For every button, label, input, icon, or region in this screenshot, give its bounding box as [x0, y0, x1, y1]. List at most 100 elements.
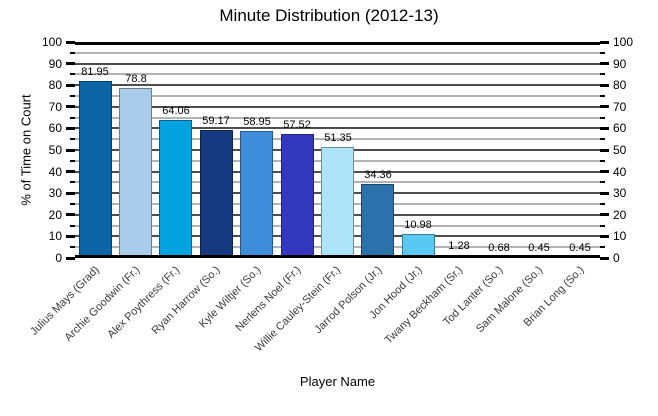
y-tick-left [70, 203, 75, 205]
y-tick-label-right: 90 [613, 57, 627, 71]
bar [361, 184, 394, 258]
plot-top-frame [75, 42, 600, 45]
x-tick-label: Archie Goodwin (Fr.) [62, 264, 143, 344]
y-tick-left [70, 160, 75, 162]
y-tick-right [600, 52, 605, 54]
y-tick-left [70, 138, 75, 140]
y-tick-right [600, 95, 605, 97]
minor-gridline [75, 138, 600, 140]
y-tick-left [70, 52, 75, 54]
minor-gridline [75, 52, 600, 54]
y-tick-label-left: 20 [48, 208, 62, 222]
y-tick-left [66, 149, 75, 152]
y-tick-right [600, 84, 609, 87]
bar [281, 134, 314, 258]
y-tick-label-right: 50 [613, 143, 627, 157]
bar [402, 234, 435, 258]
bar [159, 120, 192, 258]
y-tick-left [70, 73, 75, 75]
y-tick-left [66, 105, 75, 108]
bar-value-label: 51.35 [324, 132, 352, 144]
bar-value-label: 0.45 [569, 242, 591, 254]
minor-gridline [75, 73, 600, 75]
bar [321, 147, 354, 258]
bar-value-label: 1.28 [448, 240, 470, 252]
bar-value-label: 64.06 [162, 105, 190, 117]
y-tick-label-right: 70 [613, 100, 627, 114]
x-tick-label: Ryan Harrow (So.) [149, 264, 223, 337]
y-tick-right [600, 41, 609, 44]
y-tick-label-right: 40 [613, 165, 627, 179]
minor-gridline [75, 117, 600, 119]
x-axis-label: Player Name [299, 374, 376, 389]
y-tick-right [600, 213, 609, 216]
major-gridline [75, 106, 600, 108]
y-tick-label-right: 10 [613, 229, 627, 243]
bar-value-label: 58.95 [243, 116, 271, 128]
y-tick-label-right: 60 [613, 121, 627, 135]
y-tick-label-left: 50 [48, 143, 62, 157]
y-tick-left [66, 127, 75, 130]
plot-area: 81.95 78.8 64.06 59.17 58.95 57.52 51.35 34.36 1… [75, 42, 600, 258]
x-tick-label: Julius Mays (Grad) [27, 264, 102, 338]
y-tick-label-right: 30 [613, 186, 627, 200]
y-tick-label-left: 70 [48, 100, 62, 114]
y-tick-left [70, 181, 75, 183]
y-tick-left [66, 192, 75, 195]
y-tick-left [66, 235, 75, 238]
y-tick-label-right: 100 [613, 35, 634, 49]
y-tick-right [600, 235, 609, 238]
bar-value-label: 10.98 [404, 219, 432, 231]
bar-value-label: 34.36 [364, 169, 392, 181]
y-tick-label-left: 90 [48, 57, 62, 71]
major-gridline [75, 84, 600, 86]
y-tick-left [66, 257, 75, 260]
y-tick-right [600, 62, 609, 65]
y-tick-label-left: 60 [48, 121, 62, 135]
y-tick-right [600, 246, 605, 248]
y-tick-left [66, 84, 75, 87]
bar [200, 130, 233, 258]
y-tick-left [66, 41, 75, 44]
bar [240, 131, 273, 258]
y-tick-right [600, 149, 609, 152]
y-tick-label-left: 100 [41, 35, 62, 49]
y-tick-left [66, 62, 75, 65]
y-tick-right [600, 203, 605, 205]
y-tick-label-right: 20 [613, 208, 627, 222]
chart-title: Minute Distribution (2012-13) [219, 6, 439, 25]
y-tick-label-left: 0 [55, 251, 62, 265]
y-tick-left [66, 170, 75, 173]
y-tick-label-left: 30 [48, 186, 62, 200]
y-tick-right [600, 181, 605, 183]
bar-value-label: 59.17 [202, 115, 230, 127]
bar-value-label: 78.8 [125, 73, 147, 85]
bar-value-label: 0.68 [488, 242, 510, 254]
y-tick-right [600, 257, 609, 260]
bar [79, 81, 112, 258]
y-tick-left [70, 246, 75, 248]
x-tick-label: Alex Poythress (Fr.) [105, 264, 183, 341]
major-gridline [75, 63, 600, 65]
y-tick-right [600, 105, 609, 108]
y-tick-label-right: 0 [613, 251, 620, 265]
bar-value-label: 81.95 [81, 66, 109, 78]
bar-value-label: 57.52 [283, 119, 311, 131]
minor-gridline [75, 95, 600, 97]
y-tick-label-left: 40 [48, 165, 62, 179]
x-tick-label: Twany Beckham (Sr.) [383, 264, 466, 347]
y-tick-left [70, 95, 75, 97]
bar-value-label: 0.45 [528, 242, 550, 254]
y-tick-label-left: 80 [48, 78, 62, 92]
major-gridline [75, 127, 600, 129]
y-tick-right [600, 138, 605, 140]
y-tick-right [600, 73, 605, 75]
x-axis-line [75, 255, 600, 258]
y-tick-right [600, 117, 605, 119]
y-tick-right [600, 192, 609, 195]
y-tick-right [600, 225, 605, 227]
y-tick-right [600, 160, 605, 162]
y-tick-left [70, 117, 75, 119]
y-tick-left [66, 213, 75, 216]
y-tick-label-left: 10 [48, 229, 62, 243]
